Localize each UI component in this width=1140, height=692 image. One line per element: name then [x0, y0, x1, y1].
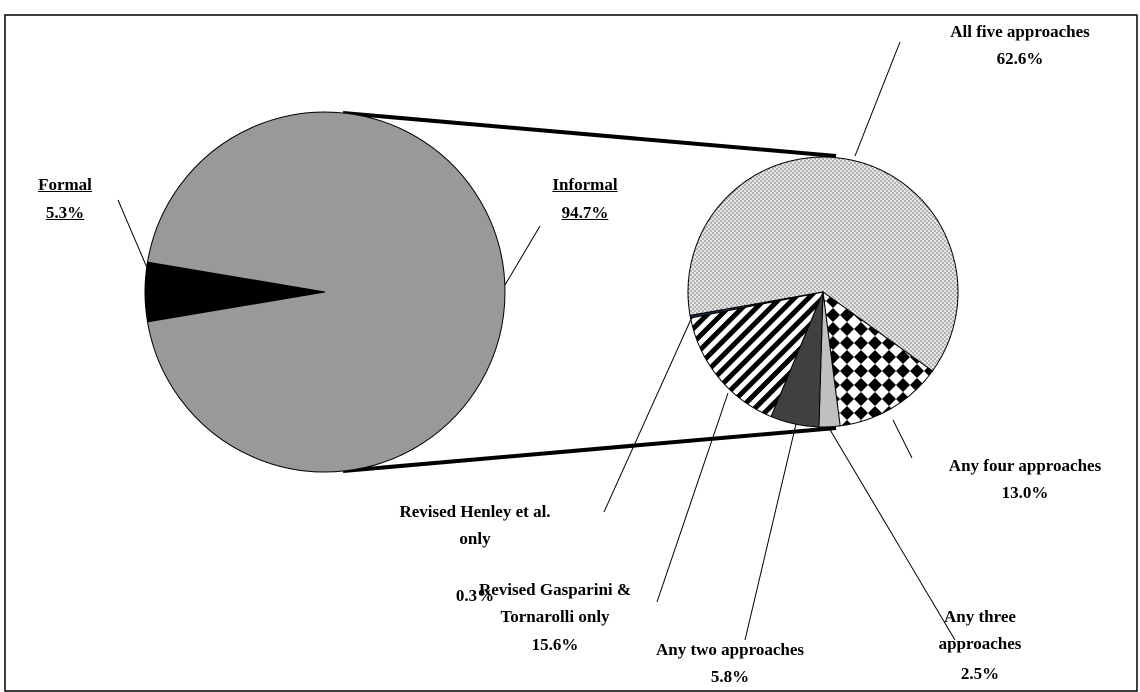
slice-label: Informal — [552, 175, 618, 194]
leader-line — [504, 225, 541, 286]
slice-label: Any three approaches — [938, 607, 1022, 653]
connector — [342, 426, 837, 473]
value-label: 62.6% — [996, 49, 1044, 68]
value-label: 15.6% — [531, 635, 579, 654]
leader-line — [892, 419, 913, 459]
pie-slice — [687, 156, 959, 372]
value-label: 13.0% — [1001, 483, 1049, 502]
value-label: 5.8% — [710, 667, 750, 686]
leader-line — [117, 199, 167, 313]
leader-line — [656, 392, 729, 603]
connector — [342, 111, 837, 158]
pie-slice — [146, 111, 506, 473]
pie-slice — [689, 291, 824, 418]
value-label: 5.3% — [45, 203, 85, 222]
slice-label: Any two approaches — [656, 640, 804, 659]
value-label: 0.3% — [455, 586, 495, 605]
leader-line — [603, 316, 693, 513]
leader-line — [854, 41, 901, 157]
value-label: 2.5% — [960, 664, 1000, 683]
slice-label: All five approaches — [950, 22, 1090, 41]
value-label: 94.7% — [561, 203, 609, 222]
slice-label: Revised Henley et al. only — [399, 502, 551, 548]
slice-label: Revised Gasparini & Tornarolli only — [478, 580, 632, 626]
slice-label: Any four approaches — [948, 456, 1102, 475]
frame — [4, 14, 1138, 692]
leader-line — [744, 423, 797, 641]
pie-slice — [822, 290, 934, 427]
slice-label: Formal — [38, 175, 92, 194]
leader-line — [828, 427, 956, 641]
pie-slice — [689, 291, 824, 319]
